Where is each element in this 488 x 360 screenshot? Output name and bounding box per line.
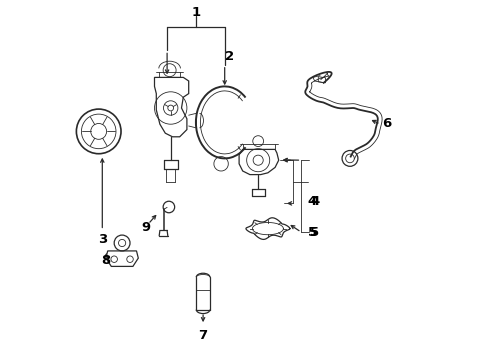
Text: 3: 3 xyxy=(98,233,107,246)
Text: 5: 5 xyxy=(309,226,319,239)
Text: 5: 5 xyxy=(307,226,316,239)
Text: 6: 6 xyxy=(381,117,390,130)
Text: 4: 4 xyxy=(307,195,316,208)
Text: 1: 1 xyxy=(191,6,200,19)
Text: 8: 8 xyxy=(101,255,110,267)
Text: 2: 2 xyxy=(224,50,233,63)
Text: 7: 7 xyxy=(198,329,207,342)
Text: 9: 9 xyxy=(141,221,150,234)
Text: 4: 4 xyxy=(309,195,319,208)
